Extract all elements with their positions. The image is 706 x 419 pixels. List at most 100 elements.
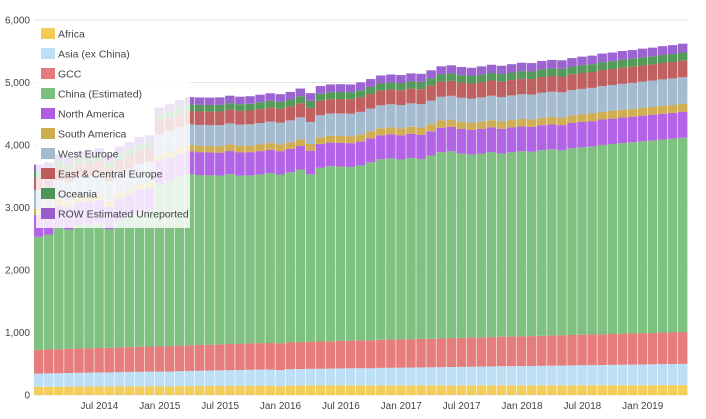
bar-segment <box>416 134 426 159</box>
bar-segment <box>516 119 527 127</box>
bar-segment <box>54 373 64 387</box>
bar-segment <box>225 174 235 345</box>
bar-segment <box>577 65 587 73</box>
bar-segment <box>416 158 426 339</box>
bar-segment <box>476 366 487 386</box>
bar-segment <box>205 370 215 386</box>
bar-segment <box>285 91 295 100</box>
bar-segment <box>577 122 587 148</box>
bar-segment <box>255 123 265 145</box>
bar-segment <box>194 104 205 112</box>
bar-segment <box>456 366 467 386</box>
legend-label: China (Estimated) <box>58 89 142 101</box>
bar-segment <box>154 371 165 387</box>
bar-segment <box>567 335 577 366</box>
bar-segment <box>265 107 275 122</box>
bar-segment <box>537 92 547 118</box>
bar-segment <box>446 338 456 368</box>
bar-segment <box>406 103 416 127</box>
bar-segment <box>255 174 265 344</box>
bar-segment <box>315 368 326 386</box>
bar-segment <box>446 367 456 386</box>
bar-segment <box>305 121 316 145</box>
bar-segment <box>577 147 587 335</box>
bar-segment <box>275 144 285 152</box>
bar-segment <box>426 70 436 79</box>
bar-segment <box>527 151 537 337</box>
y-tick-label: 6,000 <box>5 16 30 27</box>
bar-segment <box>637 57 648 66</box>
bar-segment <box>496 74 507 82</box>
bar-segment <box>124 371 135 387</box>
legend-label: South America <box>58 129 126 141</box>
bar-segment <box>527 94 537 120</box>
bar-segment <box>647 64 658 81</box>
bar-segment <box>537 117 547 126</box>
bar-segment <box>194 345 205 371</box>
bar-segment <box>225 123 235 145</box>
bar-segment <box>516 126 527 152</box>
bar-segment <box>345 136 356 144</box>
bar-segment <box>476 153 487 338</box>
x-tick-label: Jul 2014 <box>80 401 118 412</box>
bar-segment <box>386 127 396 135</box>
bar-segment <box>466 129 477 155</box>
bar-segment <box>667 62 678 79</box>
bar-segment <box>386 385 396 396</box>
bar-segment <box>225 109 235 124</box>
bar-segment <box>225 151 235 175</box>
bar-segment <box>255 369 265 386</box>
bar-segment <box>657 63 668 80</box>
bar-segment <box>335 135 346 143</box>
bar-segment <box>466 154 477 338</box>
bar-segment <box>44 386 54 395</box>
bar-segment <box>325 368 336 386</box>
bar-segment <box>607 61 617 70</box>
bar-segment <box>305 368 316 386</box>
bar-segment <box>124 386 135 395</box>
bar-segment <box>295 96 306 104</box>
bar-segment <box>476 337 487 367</box>
bar-segment <box>335 113 346 136</box>
bar-segment <box>607 118 617 145</box>
bar-segment <box>667 364 678 386</box>
bar-segment <box>446 65 456 74</box>
bar-segment <box>456 82 467 98</box>
bar-segment <box>496 128 507 154</box>
bar-segment <box>446 151 456 339</box>
bar-segment <box>305 100 316 108</box>
bar-segment <box>436 385 446 396</box>
bar-segment <box>637 81 648 108</box>
bar-segment <box>657 332 668 365</box>
bar-segment <box>74 348 84 373</box>
bar-segment <box>84 223 94 349</box>
bar-segment <box>506 152 517 337</box>
bar-segment <box>567 90 577 116</box>
bar-segment <box>637 48 648 58</box>
bar-segment <box>416 104 426 128</box>
bar-segment <box>557 117 567 126</box>
bar-segment <box>456 385 467 396</box>
bar-segment <box>647 140 658 333</box>
x-tick-label: Jul 2016 <box>322 401 360 412</box>
bar-segment <box>315 137 326 145</box>
bar-segment <box>34 349 44 374</box>
bar-segment <box>627 142 638 334</box>
bar-segment <box>537 60 547 70</box>
bar-segment <box>677 103 688 112</box>
bar-segment <box>617 59 628 68</box>
bar-segment <box>44 234 54 350</box>
bar-segment <box>587 55 597 65</box>
bar-segment <box>315 115 326 138</box>
legend-swatch <box>41 128 55 139</box>
bar-segment <box>486 366 497 386</box>
bar-segment <box>486 152 497 338</box>
bar-segment <box>406 73 416 82</box>
x-tick-label: Jul 2017 <box>443 401 481 412</box>
bar-segment <box>396 135 406 160</box>
bar-segment <box>386 104 396 128</box>
bar-segment <box>104 372 114 387</box>
bar-segment <box>426 385 436 395</box>
bar-segment <box>255 94 265 103</box>
bar-segment <box>194 97 205 105</box>
